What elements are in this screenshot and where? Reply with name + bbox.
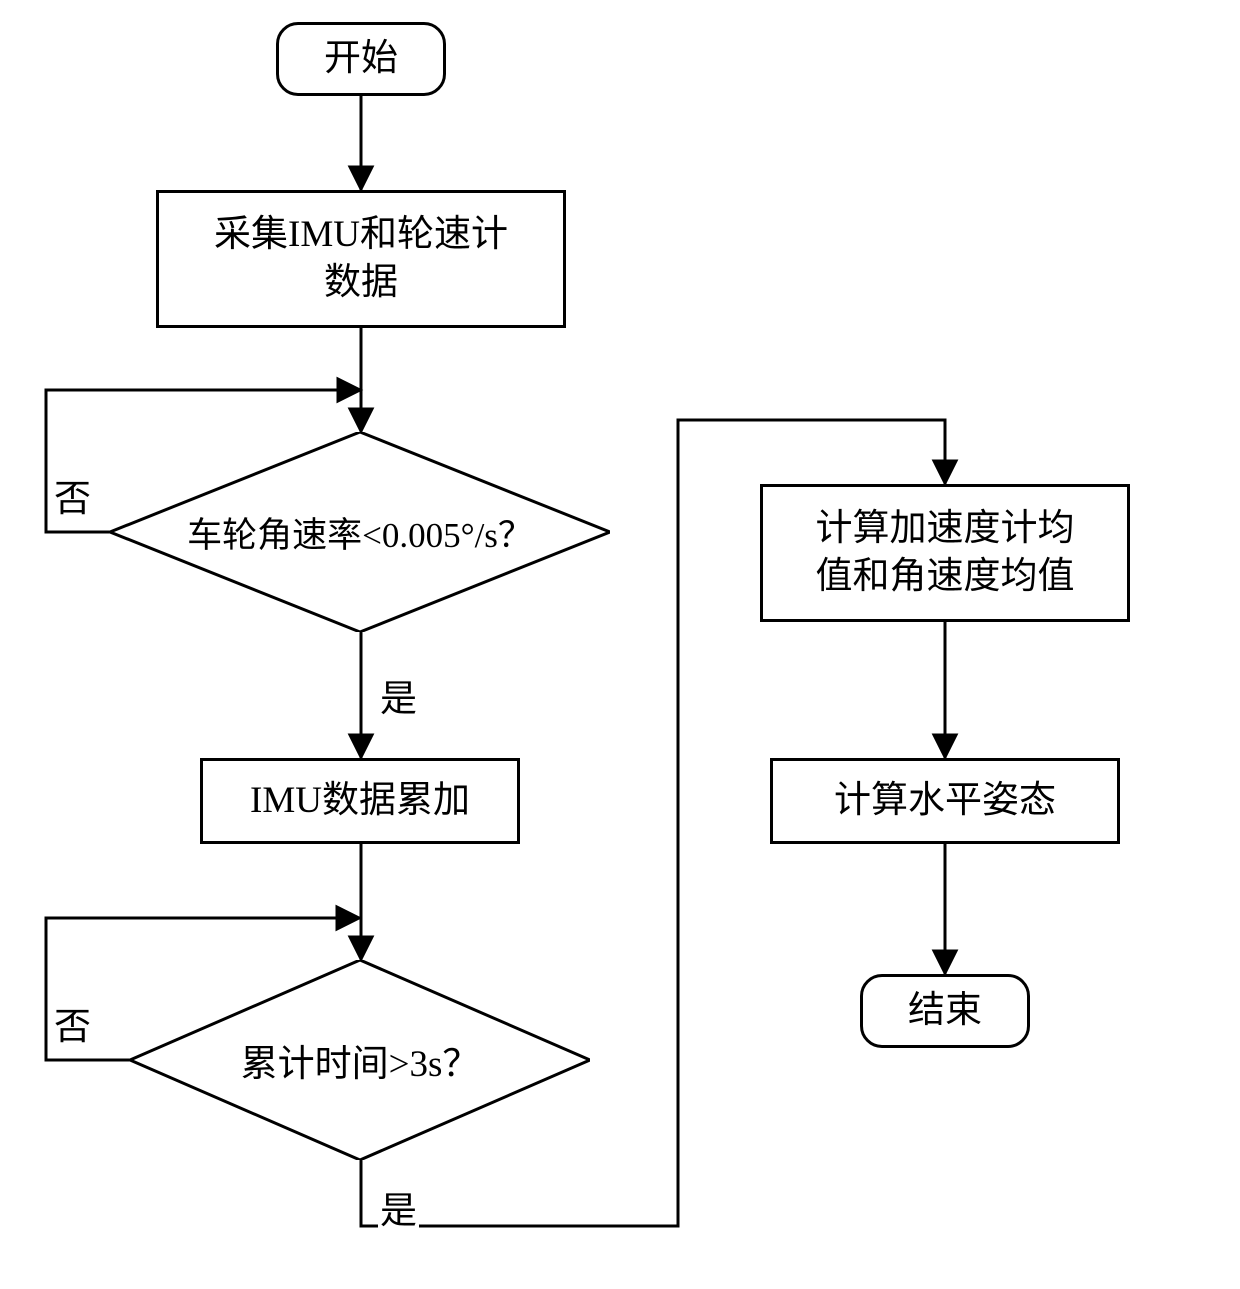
node-accum: IMU数据累加 [200,758,520,844]
edge-label-cond2-no: 否 [52,996,93,1050]
node-cond1-label: 车轮角速率<0.005°/s？ [187,507,533,558]
node-collect: 采集IMU和轮速计 数据 [156,190,566,328]
node-collect-label: 采集IMU和轮速计 数据 [214,211,508,307]
node-cond2-label: 累计时间>3s？ [241,1033,480,1087]
node-calc1: 计算加速度计均 值和角速度均值 [760,484,1130,622]
node-cond1: 车轮角速率<0.005°/s？ [110,432,610,632]
edge-label-cond2-yes: 是 [378,1180,419,1234]
edge-label-cond1-no: 否 [52,468,93,522]
node-start: 开始 [276,22,446,96]
node-calc2: 计算水平姿态 [770,758,1120,844]
node-calc2-label: 计算水平姿态 [834,777,1056,825]
node-accum-label: IMU数据累加 [250,777,470,825]
node-start-label: 开始 [324,35,398,83]
node-cond2: 累计时间>3s？ [130,960,590,1160]
flowchart-canvas: 开始 采集IMU和轮速计 数据 车轮角速率<0.005°/s？ IMU数据累加 … [0,0,1240,1289]
edge-label-cond1-yes: 是 [378,668,419,722]
node-calc1-label: 计算加速度计均 值和角速度均值 [816,505,1075,601]
node-end: 结束 [860,974,1030,1048]
node-end-label: 结束 [908,987,982,1035]
